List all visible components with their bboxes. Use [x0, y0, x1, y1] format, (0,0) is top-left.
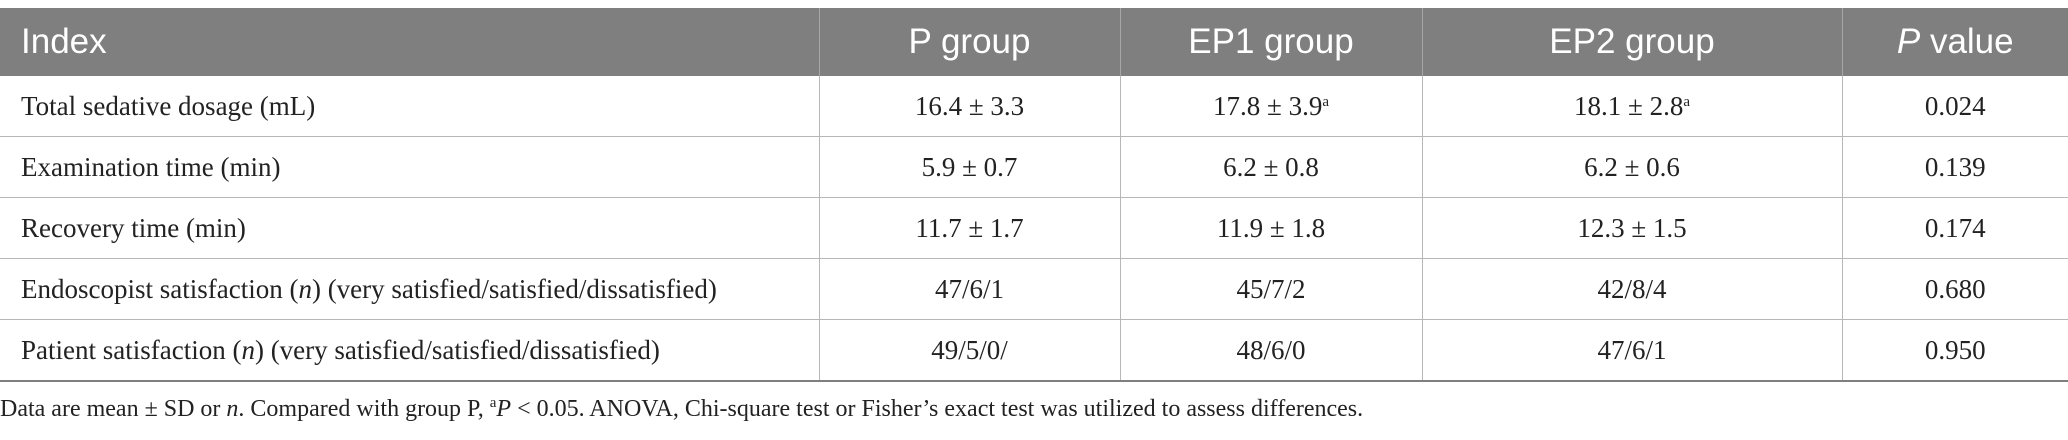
header-ep1-group: EP1 group [1119, 8, 1422, 76]
cell-ep1-group: 48/6/0 [1119, 319, 1422, 382]
row-index: Recovery time (min) [0, 197, 819, 259]
cell-ep2-group: 42/8/4 [1421, 258, 1842, 320]
row-index: Total sedative dosage (mL) [0, 76, 819, 137]
row-index-prefix: Endoscopist satisfaction ( [21, 273, 299, 304]
header-p-value-rest: value [1920, 22, 2014, 61]
header-row: Index P group EP1 group EP2 group P valu… [0, 8, 2068, 76]
cell-ep1-group: 6.2 ± 0.8 [1119, 136, 1422, 198]
table-row: Patient satisfaction (n) (very satisfied… [0, 319, 2068, 382]
cell-p-value: 0.950 [1841, 319, 2068, 382]
row-index-prefix: Patient satisfaction ( [21, 334, 242, 365]
table-row: Examination time (min) 5.9 ± 0.7 6.2 ± 0… [0, 136, 2068, 198]
cell-p-group: 47/6/1 [818, 258, 1120, 320]
table-footnote: Data are mean ± SD or n. Compared with g… [0, 396, 1363, 423]
header-ep2-group: EP2 group [1421, 8, 1842, 76]
cell-value: 18.1 ± 2.8 [1574, 90, 1684, 121]
results-table: Index P group EP1 group EP2 group P valu… [0, 8, 2068, 382]
footnote-part2: . Compared with group P, [238, 396, 490, 422]
header-index: Index [0, 8, 819, 76]
table-row: Endoscopist satisfaction (n) (very satis… [0, 258, 2068, 320]
row-index-italic: n [298, 273, 312, 304]
footnote-part1: Data are mean ± SD or [0, 396, 227, 422]
footnote-sup-a: a [489, 395, 497, 411]
cell-p-group: 16.4 ± 3.3 [818, 76, 1120, 137]
cell-p-value: 0.680 [1841, 258, 2068, 320]
header-p-value-italic: P [1896, 22, 1921, 61]
cell-p-value: 0.024 [1841, 76, 2068, 137]
cell-ep1-group: 45/7/2 [1119, 258, 1422, 320]
cell-p-group: 11.7 ± 1.7 [818, 197, 1120, 259]
cell-ep2-group: 47/6/1 [1421, 319, 1842, 382]
cell-ep1-group: 11.9 ± 1.8 [1119, 197, 1422, 259]
row-index-suffix: ) (very satisfied/satisfied/dissatisfied… [311, 273, 717, 304]
row-index-italic: n [241, 334, 255, 365]
cell-value: 17.8 ± 3.9 [1213, 90, 1323, 121]
row-index: Examination time (min) [0, 136, 819, 198]
header-p-group: P group [818, 8, 1120, 76]
row-index: Patient satisfaction (n) (very satisfied… [0, 319, 819, 382]
footnote-part3: < 0.05. ANOVA, Chi-square test or Fisher… [511, 396, 1364, 422]
header-p-value: P value [1841, 8, 2068, 76]
row-index-suffix: ) (very satisfied/satisfied/dissatisfied… [254, 334, 660, 365]
footnote-italic-n: n [226, 396, 239, 422]
cell-ep2-group: 12.3 ± 1.5 [1421, 197, 1842, 259]
cell-p-value: 0.174 [1841, 197, 2068, 259]
cell-ep1-group: 17.8 ± 3.9a [1119, 76, 1422, 137]
cell-p-group: 5.9 ± 0.7 [818, 136, 1120, 198]
cell-ep2-group: 6.2 ± 0.6 [1421, 136, 1842, 198]
significance-marker: a [1683, 93, 1690, 110]
cell-ep2-group: 18.1 ± 2.8a [1421, 76, 1842, 137]
cell-p-value: 0.139 [1841, 136, 2068, 198]
table-row: Recovery time (min) 11.7 ± 1.7 11.9 ± 1.… [0, 197, 2068, 259]
cell-p-group: 49/5/0/ [818, 319, 1120, 382]
footnote-italic-p: P [496, 396, 512, 422]
significance-marker: a [1322, 93, 1329, 110]
row-index: Endoscopist satisfaction (n) (very satis… [0, 258, 819, 320]
table-row: Total sedative dosage (mL) 16.4 ± 3.3 17… [0, 76, 2068, 137]
